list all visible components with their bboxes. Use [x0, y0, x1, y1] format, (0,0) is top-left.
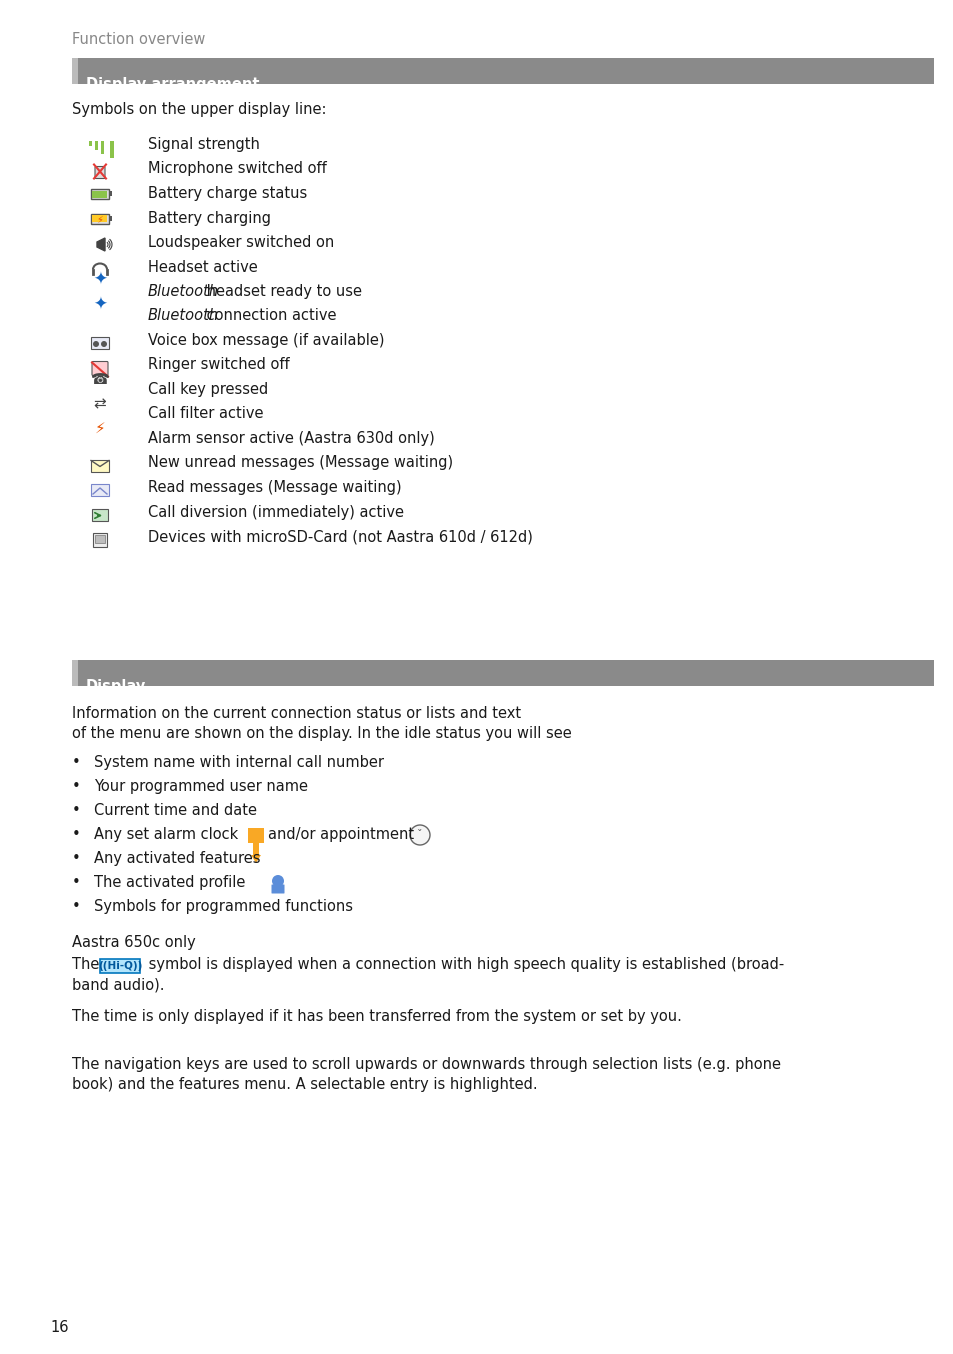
Text: Function overview: Function overview: [71, 32, 205, 47]
Text: 16: 16: [50, 1320, 69, 1335]
Text: Battery charge status: Battery charge status: [148, 185, 307, 200]
Circle shape: [410, 825, 430, 845]
FancyBboxPatch shape: [91, 509, 108, 520]
FancyBboxPatch shape: [272, 884, 284, 894]
Text: Bluetooth: Bluetooth: [148, 309, 219, 324]
FancyBboxPatch shape: [92, 191, 108, 198]
Text: The: The: [71, 957, 104, 972]
FancyBboxPatch shape: [71, 659, 78, 686]
Text: Headset active: Headset active: [148, 260, 257, 275]
FancyBboxPatch shape: [92, 533, 107, 547]
FancyBboxPatch shape: [71, 659, 933, 686]
Text: Current time and date: Current time and date: [94, 803, 256, 818]
Text: ˇ: ˇ: [416, 830, 422, 839]
Text: •: •: [71, 756, 81, 770]
FancyBboxPatch shape: [101, 141, 104, 154]
Text: Loudspeaker switched on: Loudspeaker switched on: [148, 236, 334, 250]
FancyBboxPatch shape: [91, 483, 109, 496]
Text: Display: Display: [86, 678, 146, 695]
FancyBboxPatch shape: [91, 459, 109, 471]
FancyBboxPatch shape: [109, 215, 112, 221]
Text: Read messages (Message waiting): Read messages (Message waiting): [148, 481, 401, 496]
FancyBboxPatch shape: [71, 58, 933, 84]
FancyBboxPatch shape: [95, 167, 105, 179]
Text: Call key pressed: Call key pressed: [148, 382, 268, 397]
Text: Devices with microSD-Card (not Aastra 610d / 612d): Devices with microSD-Card (not Aastra 61…: [148, 529, 533, 544]
Text: Display arrangement: Display arrangement: [86, 77, 259, 92]
Text: band audio).: band audio).: [71, 978, 164, 992]
Circle shape: [92, 341, 99, 347]
FancyBboxPatch shape: [71, 58, 78, 84]
FancyBboxPatch shape: [92, 215, 108, 222]
Text: ⚡: ⚡: [94, 421, 105, 436]
FancyBboxPatch shape: [95, 535, 105, 543]
Text: connection active: connection active: [202, 309, 336, 324]
Text: System name with internal call number: System name with internal call number: [94, 756, 384, 770]
Text: ⇄: ⇄: [93, 397, 107, 412]
Text: Battery charging: Battery charging: [148, 210, 271, 226]
Text: ☎: ☎: [91, 372, 110, 387]
Text: Your programmed user name: Your programmed user name: [94, 779, 308, 793]
Text: New unread messages (Message waiting): New unread messages (Message waiting): [148, 455, 453, 470]
FancyBboxPatch shape: [91, 337, 109, 349]
FancyBboxPatch shape: [95, 141, 98, 150]
Text: ⚡: ⚡: [96, 214, 103, 225]
Text: ✦: ✦: [93, 295, 107, 314]
FancyBboxPatch shape: [91, 362, 108, 375]
Text: symbol is displayed when a connection with high speech quality is established (b: symbol is displayed when a connection wi…: [144, 957, 783, 972]
FancyBboxPatch shape: [91, 190, 109, 199]
Text: Microphone switched off: Microphone switched off: [148, 161, 327, 176]
Text: •: •: [71, 875, 81, 890]
Text: Symbols on the upper display line:: Symbols on the upper display line:: [71, 102, 326, 116]
FancyBboxPatch shape: [248, 829, 264, 844]
Text: Call diversion (immediately) active: Call diversion (immediately) active: [148, 505, 403, 520]
Text: The activated profile: The activated profile: [94, 875, 245, 890]
Text: book) and the features menu. A selectable entry is highlighted.: book) and the features menu. A selectabl…: [71, 1076, 537, 1091]
Text: •: •: [71, 899, 81, 914]
FancyBboxPatch shape: [100, 959, 140, 974]
Text: Information on the current connection status or lists and text: Information on the current connection st…: [71, 705, 520, 720]
Text: Signal strength: Signal strength: [148, 137, 259, 152]
Text: ✦: ✦: [93, 271, 107, 288]
Text: Any activated features: Any activated features: [94, 852, 260, 867]
Text: Aastra 650c only: Aastra 650c only: [71, 936, 195, 951]
Polygon shape: [97, 238, 105, 250]
Text: and/or appointment: and/or appointment: [268, 827, 414, 842]
FancyBboxPatch shape: [110, 141, 113, 158]
Text: •: •: [71, 852, 81, 867]
Text: Ringer switched off: Ringer switched off: [148, 357, 290, 372]
Text: Any set alarm clock: Any set alarm clock: [94, 827, 238, 842]
Text: of the menu are shown on the display. In the idle status you will see: of the menu are shown on the display. In…: [71, 726, 571, 741]
FancyBboxPatch shape: [109, 191, 112, 196]
Text: Call filter active: Call filter active: [148, 406, 263, 421]
Text: •: •: [71, 803, 81, 818]
Text: The time is only displayed if it has been transferred from the system or set by : The time is only displayed if it has bee…: [71, 1009, 681, 1024]
Text: ((Hi-Q)): ((Hi-Q)): [98, 961, 142, 971]
Text: Voice box message (if available): Voice box message (if available): [148, 333, 384, 348]
Circle shape: [101, 341, 107, 347]
Circle shape: [272, 875, 284, 887]
FancyBboxPatch shape: [89, 141, 91, 146]
FancyBboxPatch shape: [91, 214, 109, 223]
Text: Bluetooth: Bluetooth: [148, 284, 219, 299]
Text: Symbols for programmed functions: Symbols for programmed functions: [94, 899, 353, 914]
Text: •: •: [71, 827, 81, 842]
Text: headset ready to use: headset ready to use: [202, 284, 361, 299]
Text: The navigation keys are used to scroll upwards or downwards through selection li: The navigation keys are used to scroll u…: [71, 1057, 781, 1072]
Text: Alarm sensor active (Aastra 630d only): Alarm sensor active (Aastra 630d only): [148, 431, 435, 445]
FancyArrow shape: [251, 844, 261, 862]
Text: •: •: [71, 779, 81, 793]
